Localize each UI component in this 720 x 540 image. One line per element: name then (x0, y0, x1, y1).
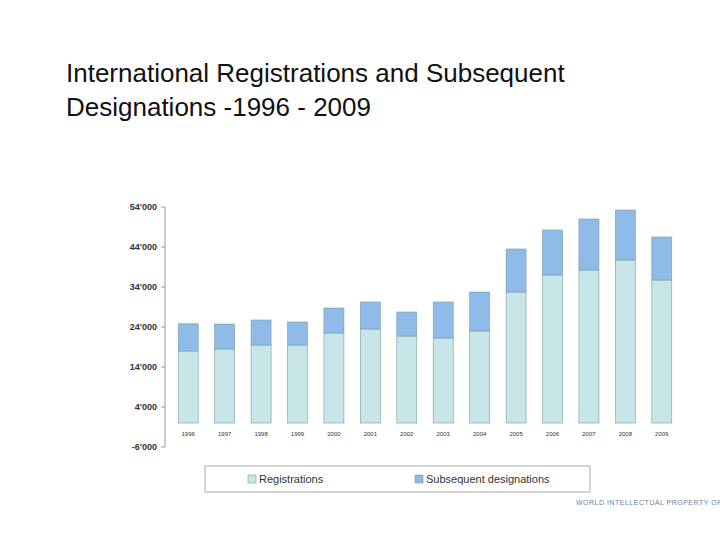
y-tick (161, 287, 165, 288)
x-tick-label: 2006 (546, 431, 560, 437)
bar (506, 249, 526, 292)
x-tick-label: 2000 (327, 431, 341, 437)
bar (470, 292, 490, 331)
bar (251, 345, 271, 423)
bar (652, 237, 672, 280)
bar (324, 308, 344, 333)
y-tick-label: 34'000 (130, 282, 157, 292)
bar (579, 270, 599, 423)
x-tick-label: 2003 (437, 431, 451, 437)
bar (178, 351, 198, 423)
bar (360, 302, 380, 329)
y-tick-label: 4'000 (135, 402, 157, 412)
bar (215, 324, 235, 349)
x-tick-label: 1997 (218, 431, 232, 437)
x-tick-label: 1999 (291, 431, 305, 437)
x-tick-label: 2004 (473, 431, 487, 437)
bars (178, 210, 672, 423)
y-tick (161, 327, 165, 328)
y-tick (161, 247, 165, 248)
legend-label: Subsequent designations (426, 473, 550, 485)
x-tick-label: 2005 (509, 431, 523, 437)
y-tick-label: 44'000 (130, 242, 157, 252)
y-tick-label: 14'000 (130, 362, 157, 372)
title: International Registrations and Subseque… (66, 56, 716, 124)
legend-label: Registrations (259, 473, 324, 485)
legend: Registrations Subsequent designations (205, 466, 590, 492)
x-tick-label: 2002 (400, 431, 414, 437)
y-tick (161, 447, 165, 448)
y-tick-label: 54'000 (130, 202, 157, 212)
x-tick-label: 1998 (254, 431, 268, 437)
y-tick-label: 24'000 (130, 322, 157, 332)
bar (288, 345, 308, 423)
legend-swatch (415, 475, 423, 483)
annotation: WORLD INTELLECTUAL PROPERTY ORGANIZATION (576, 499, 720, 506)
x-tick-label: 2008 (619, 431, 633, 437)
bar (433, 302, 453, 338)
x-tick-label: 1996 (182, 431, 196, 437)
bar (579, 219, 599, 270)
x-tick-label: 2009 (655, 431, 669, 437)
x-tick-label: 2001 (364, 431, 378, 437)
chart: -6'000 4'000 14'000 24'000 34'000 44'000 54'00… (0, 0, 720, 540)
y-tick-label: -6'000 (132, 442, 157, 452)
legend-swatch (248, 475, 256, 483)
bar (360, 329, 380, 423)
bar (251, 320, 271, 345)
bar (652, 280, 672, 423)
bar (288, 322, 308, 345)
bar (433, 338, 453, 423)
legend-box (205, 466, 590, 492)
y-tick (161, 207, 165, 208)
bar (215, 349, 235, 423)
x-tick-label: 2007 (582, 431, 596, 437)
bar (397, 312, 417, 336)
bar (178, 324, 198, 351)
bar (615, 210, 635, 260)
bar (324, 333, 344, 423)
bar (470, 331, 490, 423)
bar (506, 292, 526, 423)
bar (397, 336, 417, 423)
y-tick (161, 407, 165, 408)
bar (543, 230, 563, 275)
bar (615, 260, 635, 423)
bar (543, 275, 563, 423)
y-tick (161, 367, 165, 368)
